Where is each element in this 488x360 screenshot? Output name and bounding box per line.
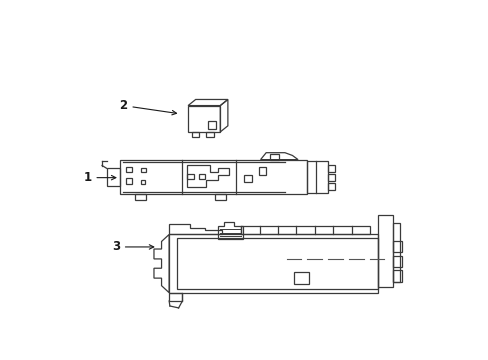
Text: 3: 3 bbox=[112, 240, 153, 253]
Bar bbox=[192, 132, 199, 137]
Text: 2: 2 bbox=[119, 99, 176, 115]
Bar bbox=[269, 153, 279, 159]
Bar bbox=[169, 234, 377, 293]
Bar bbox=[241, 226, 369, 234]
Bar bbox=[125, 167, 132, 172]
Bar bbox=[258, 167, 265, 175]
Bar bbox=[187, 174, 193, 179]
Bar bbox=[207, 121, 216, 129]
Bar bbox=[141, 180, 145, 184]
Bar bbox=[327, 166, 334, 172]
Bar bbox=[392, 256, 402, 267]
Bar bbox=[206, 132, 213, 137]
Bar bbox=[327, 183, 334, 190]
Bar bbox=[327, 174, 334, 181]
Bar bbox=[377, 215, 392, 287]
Bar bbox=[169, 293, 182, 301]
Bar bbox=[294, 272, 309, 284]
Bar bbox=[392, 223, 400, 282]
Bar bbox=[120, 159, 307, 194]
Bar bbox=[214, 194, 225, 201]
Bar bbox=[199, 174, 204, 179]
Bar bbox=[188, 105, 220, 132]
Bar bbox=[392, 241, 402, 252]
Bar bbox=[125, 179, 131, 184]
Bar bbox=[141, 168, 146, 172]
Bar bbox=[392, 270, 402, 282]
Bar bbox=[243, 175, 252, 182]
Bar bbox=[176, 238, 377, 289]
Bar bbox=[106, 168, 120, 186]
Bar bbox=[307, 161, 327, 193]
Text: 1: 1 bbox=[83, 171, 116, 184]
Bar bbox=[135, 194, 146, 201]
